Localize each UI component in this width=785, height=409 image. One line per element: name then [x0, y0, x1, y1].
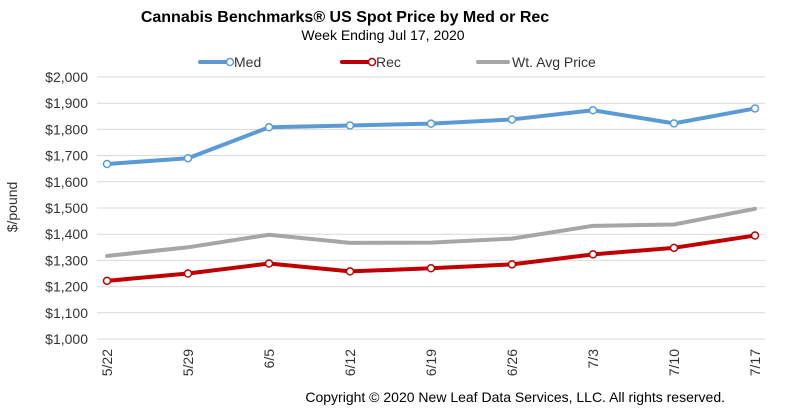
data-point	[345, 267, 355, 276]
y-tick-label: $1,200	[45, 279, 88, 295]
y-tick-label: $1,300	[45, 252, 88, 268]
y-tick-label: $1,100	[45, 305, 88, 321]
data-point	[588, 106, 598, 115]
y-axis-label: $/pound	[4, 182, 20, 233]
legend-label: Med	[234, 54, 261, 70]
x-tick-label: 5/29	[180, 349, 196, 376]
data-point	[183, 269, 193, 278]
data-point	[588, 250, 598, 259]
series-wt-avg-price	[105, 206, 757, 258]
legend: Med Rec Wt. Avg Price	[198, 54, 596, 70]
data-point	[507, 260, 517, 269]
y-tick-label: $1,500	[45, 200, 88, 216]
gridlines	[97, 76, 765, 340]
y-tick-label: $1,900	[45, 95, 88, 111]
x-tick-label: 7/17	[747, 349, 763, 376]
data-point	[426, 264, 436, 273]
data-point	[345, 121, 355, 130]
y-tick-label: $1,700	[45, 148, 88, 164]
data-point	[102, 159, 112, 169]
x-tick-label: 6/5	[261, 349, 277, 369]
data-point	[750, 104, 760, 113]
series-line	[105, 206, 757, 258]
data-point	[426, 119, 436, 128]
y-tick-label: $1,400	[45, 226, 88, 242]
y-axis-ticks: $1,000 $1,100 $1,200 $1,300 $1,400 $1,500 $1,6…	[45, 69, 88, 347]
x-axis-ticks: 5/22 5/29 6/5 6/12 6/19 6/26 7/3 7/10 7/17	[99, 349, 763, 376]
data-point	[183, 153, 193, 163]
data-point	[669, 243, 679, 253]
legend-marker	[367, 57, 377, 67]
x-tick-label: 6/19	[423, 349, 439, 376]
series-med	[102, 104, 760, 169]
y-tick-label: $2,000	[45, 69, 88, 85]
data-point	[750, 231, 760, 240]
legend-item: Med	[198, 54, 261, 70]
chart-subtitle: Week Ending Jul 17, 2020	[301, 27, 464, 43]
x-tick-label: 6/26	[504, 349, 520, 376]
legend-label: Rec	[376, 54, 401, 70]
x-tick-label: 6/12	[342, 349, 358, 376]
x-tick-label: 7/3	[585, 349, 601, 369]
series-rec	[102, 231, 760, 286]
legend-label: Wt. Avg Price	[512, 54, 596, 70]
copyright-footer: Copyright © 2020 New Leaf Data Services,…	[305, 389, 725, 405]
data-point	[507, 115, 517, 124]
series-lines	[102, 104, 760, 286]
y-tick-label: $1,000	[45, 331, 88, 347]
legend-marker	[225, 57, 235, 67]
chart-title: Cannabis Benchmarks® US Spot Price by Me…	[141, 9, 549, 26]
legend-item: Wt. Avg Price	[476, 54, 596, 70]
data-point	[264, 259, 274, 268]
y-tick-label: $1,800	[45, 121, 88, 137]
y-tick-label: $1,600	[45, 174, 88, 190]
x-tick-label: 7/10	[666, 349, 682, 376]
x-tick-label: 5/22	[99, 349, 115, 376]
data-point	[102, 276, 112, 286]
data-point	[264, 123, 274, 132]
data-point	[669, 119, 679, 128]
legend-item: Rec	[340, 54, 401, 70]
